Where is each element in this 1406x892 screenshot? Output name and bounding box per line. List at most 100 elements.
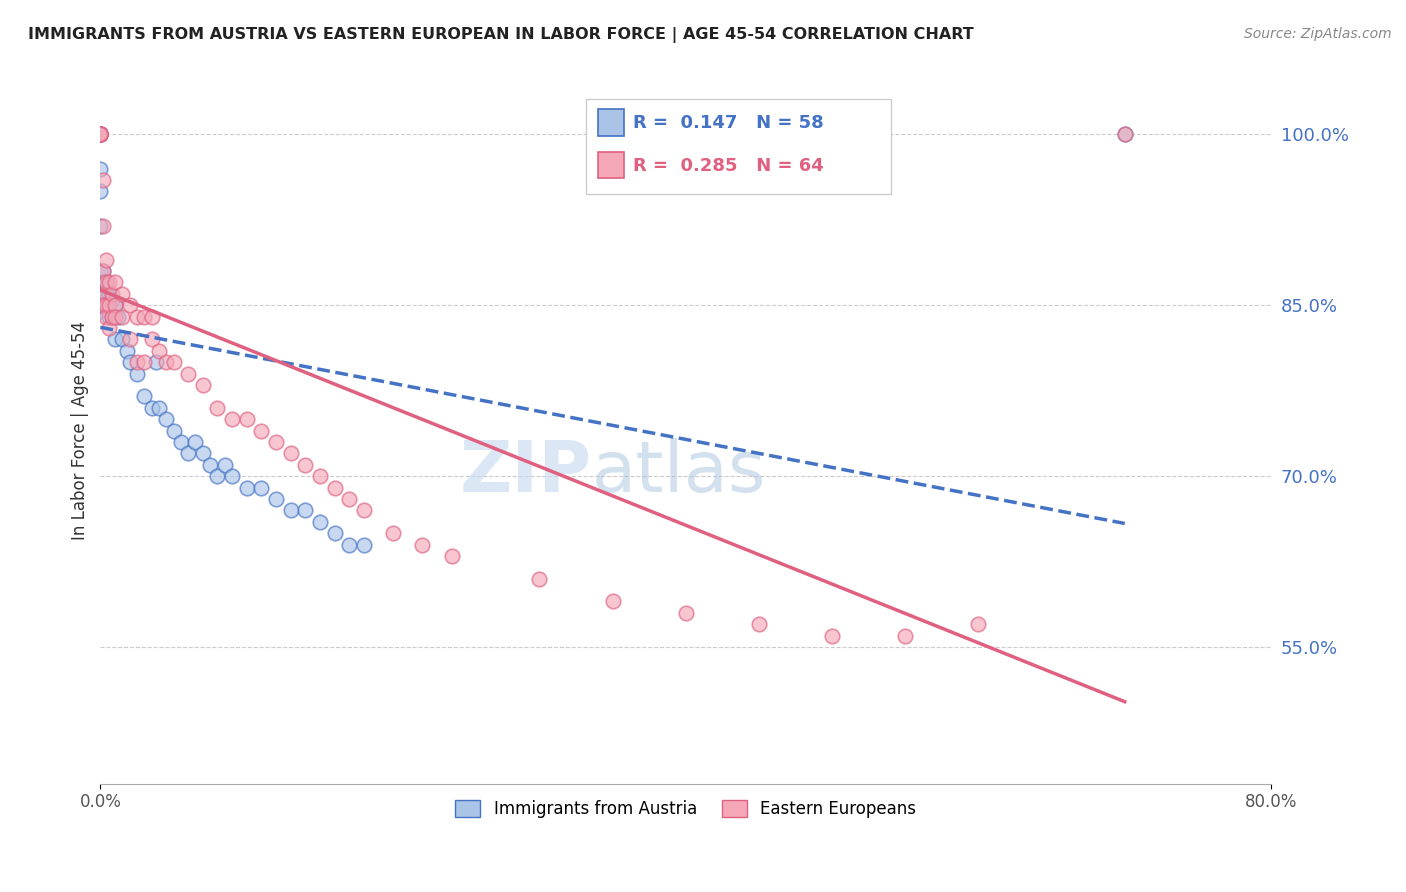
Point — [170, 434, 193, 449]
Point — [89, 276, 111, 290]
Point — [89, 185, 111, 199]
Point — [89, 219, 111, 233]
FancyBboxPatch shape — [598, 109, 624, 136]
Point — [89, 264, 111, 278]
Point — [89, 128, 111, 142]
Point — [118, 298, 141, 312]
Point — [134, 389, 156, 403]
Point — [91, 264, 114, 278]
Point — [198, 458, 221, 472]
Point — [125, 310, 148, 324]
Point — [89, 286, 111, 301]
Point — [191, 378, 214, 392]
Point — [91, 173, 114, 187]
Point — [101, 310, 124, 324]
Point — [309, 469, 332, 483]
Point — [91, 286, 114, 301]
Point — [280, 503, 302, 517]
Point — [250, 481, 273, 495]
Point — [118, 355, 141, 369]
Point — [89, 128, 111, 142]
Point — [748, 617, 770, 632]
Point — [91, 298, 114, 312]
Point — [411, 537, 433, 551]
Point — [89, 128, 111, 142]
Point — [91, 219, 114, 233]
Point — [353, 503, 375, 517]
Point — [235, 412, 257, 426]
Point — [89, 128, 111, 142]
Point — [134, 310, 156, 324]
Point — [89, 128, 111, 142]
Point — [91, 286, 114, 301]
Point — [177, 446, 200, 460]
Point — [191, 446, 214, 460]
Point — [91, 298, 114, 312]
Point — [221, 412, 243, 426]
Point — [294, 503, 316, 517]
Point — [967, 617, 990, 632]
Point — [1114, 128, 1136, 142]
Point — [89, 128, 111, 142]
Point — [96, 298, 118, 312]
Text: R =  0.285   N = 64: R = 0.285 N = 64 — [633, 157, 824, 175]
Point — [177, 367, 200, 381]
Point — [184, 434, 207, 449]
Point — [155, 355, 177, 369]
Point — [155, 412, 177, 426]
Point — [89, 128, 111, 142]
Point — [96, 252, 118, 267]
Point — [89, 128, 111, 142]
Point — [115, 343, 138, 358]
Point — [104, 276, 127, 290]
Point — [89, 128, 111, 142]
Point — [250, 424, 273, 438]
Point — [89, 298, 111, 312]
Point — [98, 321, 121, 335]
Text: Source: ZipAtlas.com: Source: ZipAtlas.com — [1244, 27, 1392, 41]
Point — [207, 401, 229, 415]
Point — [125, 355, 148, 369]
Text: IMMIGRANTS FROM AUSTRIA VS EASTERN EUROPEAN IN LABOR FORCE | AGE 45-54 CORRELATI: IMMIGRANTS FROM AUSTRIA VS EASTERN EUROP… — [28, 27, 974, 43]
Point — [602, 594, 624, 608]
Point — [1114, 128, 1136, 142]
Point — [89, 128, 111, 142]
Point — [141, 401, 163, 415]
Point — [111, 286, 134, 301]
Point — [309, 515, 332, 529]
Point — [91, 276, 114, 290]
Point — [141, 333, 163, 347]
Point — [101, 310, 124, 324]
Point — [104, 333, 127, 347]
Point — [337, 537, 360, 551]
Text: ZIP: ZIP — [460, 439, 592, 508]
Point — [162, 355, 184, 369]
Point — [96, 298, 118, 312]
Point — [96, 310, 118, 324]
Point — [89, 128, 111, 142]
Point — [89, 128, 111, 142]
Point — [148, 343, 170, 358]
Point — [141, 310, 163, 324]
Point — [821, 629, 844, 643]
Point — [323, 526, 346, 541]
Point — [382, 526, 405, 541]
Legend: Immigrants from Austria, Eastern Europeans: Immigrants from Austria, Eastern Europea… — [449, 793, 922, 825]
Point — [111, 310, 134, 324]
Text: R =  0.147   N = 58: R = 0.147 N = 58 — [633, 114, 824, 132]
Point — [125, 367, 148, 381]
Point — [235, 481, 257, 495]
Point — [89, 304, 111, 318]
Point — [529, 572, 551, 586]
Point — [104, 298, 127, 312]
Point — [98, 276, 121, 290]
Y-axis label: In Labor Force | Age 45-54: In Labor Force | Age 45-54 — [72, 321, 89, 540]
Point — [118, 333, 141, 347]
Point — [98, 310, 121, 324]
Point — [104, 298, 127, 312]
Point — [323, 481, 346, 495]
Point — [214, 458, 236, 472]
Point — [337, 491, 360, 506]
Point — [89, 161, 111, 176]
Point — [89, 293, 111, 307]
